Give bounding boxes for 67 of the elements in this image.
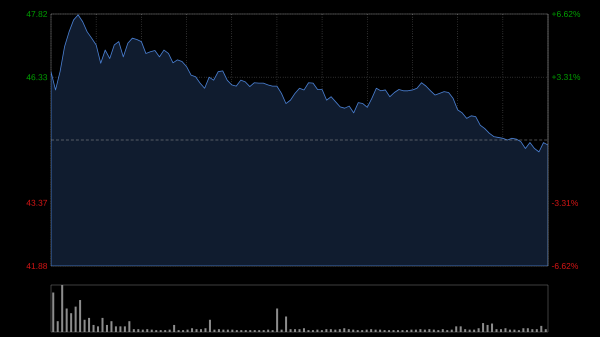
y2-tick-label: +6.62%	[552, 11, 580, 17]
bar	[544, 329, 547, 332]
bar	[114, 326, 117, 332]
bar	[52, 292, 54, 332]
y2-tick-label: +3.31%	[552, 74, 580, 80]
y2-tick-label: -6.62%	[552, 263, 578, 269]
bar	[74, 306, 77, 332]
y-tick-label: 47.82	[26, 11, 48, 17]
bar	[137, 329, 140, 332]
bar	[504, 328, 506, 332]
bar	[455, 326, 458, 332]
bar	[208, 320, 211, 332]
bar	[500, 329, 502, 332]
bar	[464, 329, 466, 332]
bar	[110, 321, 112, 332]
bar	[146, 329, 148, 332]
bar	[290, 329, 292, 332]
bar	[66, 308, 68, 332]
bar	[338, 329, 341, 332]
bar	[119, 326, 122, 332]
bar	[61, 285, 64, 332]
bar	[370, 329, 372, 332]
bar	[419, 329, 422, 332]
bar	[330, 329, 332, 332]
bar	[496, 329, 498, 332]
bar	[526, 328, 529, 332]
bar	[298, 329, 301, 332]
bar	[325, 329, 328, 332]
bar	[218, 329, 220, 332]
bar	[124, 326, 126, 332]
bar	[173, 324, 176, 332]
bar	[204, 328, 206, 332]
bar	[92, 324, 95, 332]
bar	[482, 323, 484, 332]
bar	[84, 320, 86, 332]
bar	[486, 324, 489, 332]
bar	[478, 328, 480, 332]
y-tick-label: 43.37	[26, 200, 48, 206]
bar	[522, 328, 524, 332]
bar	[540, 326, 542, 332]
bar	[196, 329, 198, 332]
bar	[343, 328, 346, 332]
bar	[106, 324, 108, 332]
bar	[97, 326, 100, 332]
bar	[285, 316, 288, 332]
bar	[531, 329, 534, 332]
bar	[200, 329, 202, 332]
y2-tick-label: -3.31%	[552, 200, 578, 206]
bar	[460, 326, 462, 332]
y-tick-label: 46.33	[26, 74, 48, 80]
bar	[348, 329, 350, 332]
bar	[132, 329, 135, 332]
bar	[276, 308, 278, 332]
bar	[56, 321, 59, 332]
bar	[128, 321, 130, 332]
bar	[302, 328, 305, 332]
bar	[536, 329, 538, 332]
bar	[294, 329, 296, 332]
bar	[491, 324, 494, 332]
bar	[428, 329, 430, 332]
bar	[70, 313, 72, 332]
y-tick-label: 41.88	[26, 263, 48, 269]
bar	[442, 329, 444, 332]
bar	[191, 328, 194, 332]
bar	[88, 318, 90, 332]
bar	[101, 318, 104, 332]
bar	[79, 300, 82, 332]
